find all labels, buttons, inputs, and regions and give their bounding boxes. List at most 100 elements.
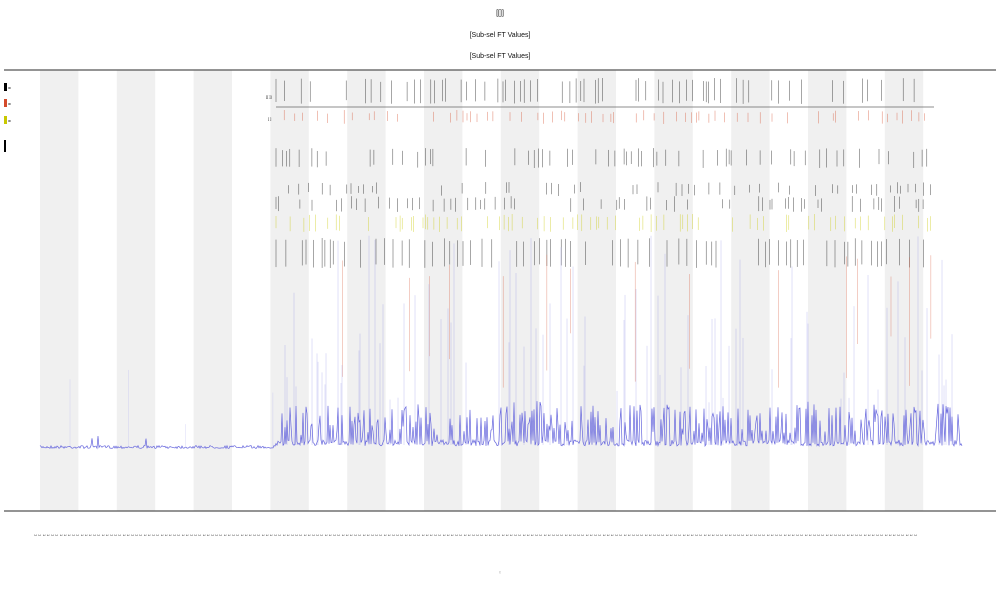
x-axis-label: [ <box>500 570 501 574</box>
x-tick-label-187: 1 <box>821 534 826 537</box>
x-tick-label-2: 1 <box>42 534 47 537</box>
x-tick-label-106: 1 <box>480 534 485 537</box>
chart-title: [[]] [Sub-sel FT Values] [Sub-sel FT Val… <box>470 10 531 60</box>
x-tick-label-91: 1 <box>417 534 422 537</box>
x-tick-label-198: 1 <box>867 534 872 537</box>
x-tick-label-23: 1 <box>130 534 135 537</box>
x-tick-label-177: 1 <box>779 534 784 537</box>
x-tick-label-146: 1 <box>648 534 653 537</box>
x-tick-label-40: 1 <box>202 534 207 537</box>
x-tick-label-142: 1 <box>631 534 636 537</box>
x-tick-label-121: 1 <box>543 534 548 537</box>
chart-legend: = = = <box>4 83 11 152</box>
x-tick-label-113: 1 <box>509 534 514 537</box>
x-tick-label-125: 1 <box>560 534 565 537</box>
x-tick-label-50: 1 <box>244 534 249 537</box>
x-tick-label-102: 1 <box>463 534 468 537</box>
band-10 <box>424 70 463 511</box>
x-tick-label-57: 1 <box>273 534 278 537</box>
x-tick-label-184: 1 <box>808 534 813 537</box>
x-tick-label-154: 1 <box>682 534 687 537</box>
series-line <box>39 401 963 450</box>
x-tick-label-13: 1 <box>88 534 93 537</box>
x-tick-label-83: 1 <box>383 534 388 537</box>
series-spikes <box>69 235 953 447</box>
x-tick-label-149: 1 <box>661 534 666 537</box>
x-tick-label-61: 1 <box>290 534 295 537</box>
x-tick-label-47: 1 <box>231 534 236 537</box>
x-tick-label-175: 1 <box>770 534 775 537</box>
x-tick-label-46: 1 <box>227 534 232 537</box>
x-tick-label-181: 1 <box>795 534 800 537</box>
x-tick-label-11: 1 <box>80 534 85 537</box>
x-tick-label-133: 1 <box>593 534 598 537</box>
x-tick-label-180: 1 <box>791 534 796 537</box>
x-tick-label-193: 1 <box>846 534 851 537</box>
x-tick-label-164: 1 <box>724 534 729 537</box>
x-tick-label-41: 1 <box>206 534 211 537</box>
x-tick-label-89: 1 <box>408 534 413 537</box>
x-tick-label-153: 1 <box>678 534 683 537</box>
x-tick-label-7: 1 <box>63 534 68 537</box>
x-tick-label-100: 1 <box>455 534 460 537</box>
x-tick-label-63: 1 <box>299 534 304 537</box>
x-tick-label-137: 1 <box>610 534 615 537</box>
x-tick-label-95: 1 <box>433 534 438 537</box>
x-tick-label-55: 1 <box>265 534 270 537</box>
x-tick-label-144: 1 <box>640 534 645 537</box>
x-tick-label-141: 1 <box>627 534 632 537</box>
x-tick-label-132: 1 <box>589 534 594 537</box>
x-tick-label-117: 1 <box>526 534 531 537</box>
x-tick-label-22: 1 <box>126 534 131 537</box>
x-tick-label-166: 1 <box>732 534 737 537</box>
x-tick-label-126: 1 <box>564 534 569 537</box>
x-tick-label-161: 1 <box>711 534 716 537</box>
x-tick-label-115: 1 <box>518 534 523 537</box>
x-tick-label-58: 1 <box>278 534 283 537</box>
x-tick-label-29: 1 <box>156 534 161 537</box>
band-18 <box>731 70 770 511</box>
x-tick-label-171: 1 <box>753 534 758 537</box>
band-4 <box>193 70 232 511</box>
x-tick-label-110: 1 <box>497 534 502 537</box>
legend-swatch-3 <box>4 116 7 124</box>
x-tick-label-31: 1 <box>164 534 169 537</box>
x-tick-label-203: 1 <box>888 534 893 537</box>
x-tick-label-93: 1 <box>425 534 430 537</box>
event-marks <box>275 78 932 388</box>
x-tick-label-87: 1 <box>400 534 405 537</box>
x-tick-label-21: 1 <box>122 534 127 537</box>
x-tick-label-119: 1 <box>534 534 539 537</box>
x-tick-label-8: 1 <box>67 534 72 537</box>
x-tick-label-148: 1 <box>657 534 662 537</box>
x-tick-label-35: 1 <box>181 534 186 537</box>
x-tick-label-1: 1 <box>38 534 43 537</box>
x-tick-label-77: 1 <box>358 534 363 537</box>
x-tick-label-36: 1 <box>185 534 190 537</box>
x-tick-label-135: 1 <box>602 534 607 537</box>
x-tick-label-116: 1 <box>522 534 527 537</box>
x-tick-label-39: 1 <box>198 534 203 537</box>
x-tick-label-129: 1 <box>577 534 582 537</box>
x-tick-label-163: 1 <box>720 534 725 537</box>
x-tick-label-208: 1 <box>909 534 914 537</box>
x-tick-label-101: 1 <box>459 534 464 537</box>
x-tick-label-130: 1 <box>581 534 586 537</box>
x-tick-label-75: 1 <box>349 534 354 537</box>
x-tick-label-145: 1 <box>644 534 649 537</box>
x-tick-label-103: 1 <box>467 534 472 537</box>
x-tick-label-124: 1 <box>556 534 561 537</box>
row-labels: [[ ]] [ ] <box>266 94 272 121</box>
x-tick-label-27: 1 <box>147 534 152 537</box>
x-tick-label-178: 1 <box>783 534 788 537</box>
x-tick-label-172: 1 <box>758 534 763 537</box>
x-tick-label-43: 1 <box>215 534 220 537</box>
x-tick-label-138: 1 <box>614 534 619 537</box>
x-tick-label-196: 1 <box>859 534 864 537</box>
x-tick-label-24: 1 <box>135 534 140 537</box>
x-tick-label-134: 1 <box>598 534 603 537</box>
x-tick-labels: 1 1 1 1 1 1 1 1 1 1 1 1 1 1 1 1 1 1 1 1 1 1 1 1 1 1 1 1 1 1 1 1 1 1 1 1 1 1 1 1… <box>34 534 919 537</box>
x-tick-label-190: 1 <box>833 534 838 537</box>
x-tick-label-105: 1 <box>476 534 481 537</box>
x-tick-label-201: 1 <box>880 534 885 537</box>
